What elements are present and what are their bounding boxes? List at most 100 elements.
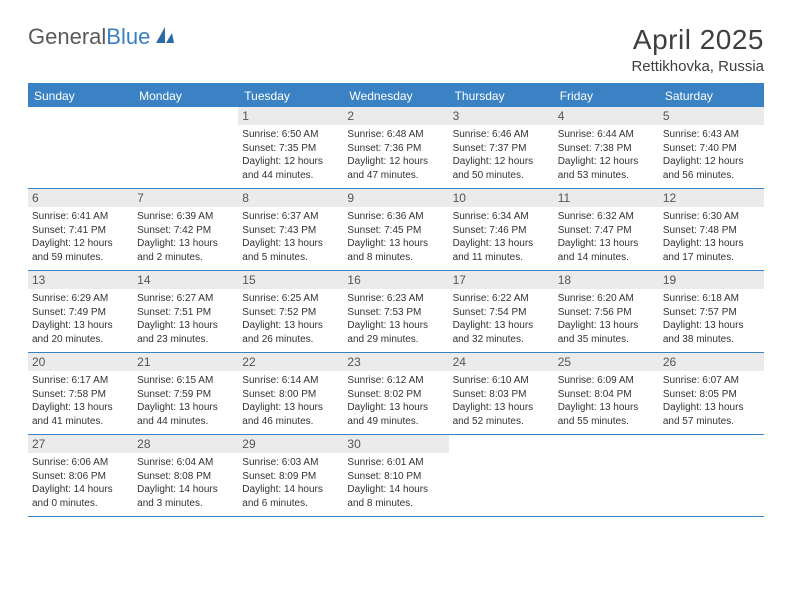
day-number: 5 bbox=[659, 107, 764, 125]
calendar: Sunday Monday Tuesday Wednesday Thursday… bbox=[28, 83, 764, 517]
day-number: 20 bbox=[28, 353, 133, 371]
sunset-line: Sunset: 7:37 PM bbox=[453, 142, 550, 156]
day-cell: 19Sunrise: 6:18 AMSunset: 7:57 PMDayligh… bbox=[659, 271, 764, 352]
day-cell: 8 Sunrise: 6:37 AMSunset: 7:43 PMDaylight… bbox=[238, 189, 343, 270]
day-info: Sunrise: 6:07 AMSunset: 8:05 PMDaylight:… bbox=[663, 374, 760, 428]
daylight-line: Daylight: 13 hours and 5 minutes. bbox=[242, 237, 339, 264]
sunset-line: Sunset: 8:09 PM bbox=[242, 470, 339, 484]
weekday-header: Friday bbox=[554, 85, 659, 107]
day-cell-empty bbox=[133, 107, 238, 188]
day-cell: 1Sunrise: 6:50 AMSunset: 7:35 PMDaylight… bbox=[238, 107, 343, 188]
day-info: Sunrise: 6:34 AMSunset: 7:46 PMDaylight:… bbox=[453, 210, 550, 264]
sunset-line: Sunset: 7:40 PM bbox=[663, 142, 760, 156]
day-cell: 25Sunrise: 6:09 AMSunset: 8:04 PMDayligh… bbox=[554, 353, 659, 434]
day-cell: 12Sunrise: 6:30 AMSunset: 7:48 PMDayligh… bbox=[659, 189, 764, 270]
sunrise-line: Sunrise: 6:03 AM bbox=[242, 456, 339, 470]
sunrise-line: Sunrise: 6:20 AM bbox=[558, 292, 655, 306]
daylight-line: Daylight: 12 hours and 53 minutes. bbox=[558, 155, 655, 182]
day-cell: 3Sunrise: 6:46 AMSunset: 7:37 PMDaylight… bbox=[449, 107, 554, 188]
day-number: 16 bbox=[343, 271, 448, 289]
day-cell: 17Sunrise: 6:22 AMSunset: 7:54 PMDayligh… bbox=[449, 271, 554, 352]
day-number: 2 bbox=[343, 107, 448, 125]
day-number: 27 bbox=[28, 435, 133, 453]
day-cell: 27Sunrise: 6:06 AMSunset: 8:06 PMDayligh… bbox=[28, 435, 133, 516]
day-cell: 6 Sunrise: 6:41 AMSunset: 7:41 PMDaylight… bbox=[28, 189, 133, 270]
day-cell: 30Sunrise: 6:01 AMSunset: 8:10 PMDayligh… bbox=[343, 435, 448, 516]
header: GeneralBlue April 2025 Rettikhovka, Russ… bbox=[28, 24, 764, 75]
day-cell: 9Sunrise: 6:36 AMSunset: 7:45 PMDaylight… bbox=[343, 189, 448, 270]
day-info: Sunrise: 6:36 AMSunset: 7:45 PMDaylight:… bbox=[347, 210, 444, 264]
sunrise-line: Sunrise: 6:41 AM bbox=[32, 210, 129, 224]
daylight-line: Daylight: 13 hours and 46 minutes. bbox=[242, 401, 339, 428]
week-row: 13Sunrise: 6:29 AMSunset: 7:49 PMDayligh… bbox=[28, 271, 764, 353]
week-row: 1Sunrise: 6:50 AMSunset: 7:35 PMDaylight… bbox=[28, 107, 764, 189]
sunset-line: Sunset: 7:38 PM bbox=[558, 142, 655, 156]
sunrise-line: Sunrise: 6:22 AM bbox=[453, 292, 550, 306]
day-info: Sunrise: 6:37 AMSunset: 7:43 PMDaylight:… bbox=[242, 210, 339, 264]
sunrise-line: Sunrise: 6:30 AM bbox=[663, 210, 760, 224]
day-info: Sunrise: 6:09 AMSunset: 8:04 PMDaylight:… bbox=[558, 374, 655, 428]
daylight-line: Daylight: 12 hours and 59 minutes. bbox=[32, 237, 129, 264]
daylight-line: Daylight: 13 hours and 8 minutes. bbox=[347, 237, 444, 264]
daylight-line: Daylight: 12 hours and 47 minutes. bbox=[347, 155, 444, 182]
brand-name: GeneralBlue bbox=[28, 24, 150, 50]
day-number: 18 bbox=[554, 271, 659, 289]
day-cell: 7Sunrise: 6:39 AMSunset: 7:42 PMDaylight… bbox=[133, 189, 238, 270]
sunrise-line: Sunrise: 6:46 AM bbox=[453, 128, 550, 142]
daylight-line: Daylight: 13 hours and 20 minutes. bbox=[32, 319, 129, 346]
daylight-line: Daylight: 13 hours and 57 minutes. bbox=[663, 401, 760, 428]
sunset-line: Sunset: 7:53 PM bbox=[347, 306, 444, 320]
sunset-line: Sunset: 7:56 PM bbox=[558, 306, 655, 320]
day-info: Sunrise: 6:41 AMSunset: 7:41 PMDaylight:… bbox=[32, 210, 129, 264]
day-cell: 20Sunrise: 6:17 AMSunset: 7:58 PMDayligh… bbox=[28, 353, 133, 434]
sunrise-line: Sunrise: 6:18 AM bbox=[663, 292, 760, 306]
page: GeneralBlue April 2025 Rettikhovka, Russ… bbox=[0, 0, 792, 517]
sunrise-line: Sunrise: 6:43 AM bbox=[663, 128, 760, 142]
daylight-line: Daylight: 14 hours and 6 minutes. bbox=[242, 483, 339, 510]
sunrise-line: Sunrise: 6:04 AM bbox=[137, 456, 234, 470]
day-number: 19 bbox=[659, 271, 764, 289]
sunrise-line: Sunrise: 6:23 AM bbox=[347, 292, 444, 306]
day-info: Sunrise: 6:25 AMSunset: 7:52 PMDaylight:… bbox=[242, 292, 339, 346]
daylight-line: Daylight: 13 hours and 55 minutes. bbox=[558, 401, 655, 428]
week-row: 20Sunrise: 6:17 AMSunset: 7:58 PMDayligh… bbox=[28, 353, 764, 435]
sunrise-line: Sunrise: 6:48 AM bbox=[347, 128, 444, 142]
sunset-line: Sunset: 7:42 PM bbox=[137, 224, 234, 238]
sunset-line: Sunset: 7:47 PM bbox=[558, 224, 655, 238]
sunset-line: Sunset: 7:51 PM bbox=[137, 306, 234, 320]
day-info: Sunrise: 6:32 AMSunset: 7:47 PMDaylight:… bbox=[558, 210, 655, 264]
day-cell: 10 Sunrise: 6:34 AMSunset: 7:46 PMDayligh… bbox=[449, 189, 554, 270]
day-info: Sunrise: 6:46 AMSunset: 7:37 PMDaylight:… bbox=[453, 128, 550, 182]
sunrise-line: Sunrise: 6:25 AM bbox=[242, 292, 339, 306]
day-number: 30 bbox=[343, 435, 448, 453]
day-info: Sunrise: 6:23 AMSunset: 7:53 PMDaylight:… bbox=[347, 292, 444, 346]
sunset-line: Sunset: 8:10 PM bbox=[347, 470, 444, 484]
day-cell: 29Sunrise: 6:03 AMSunset: 8:09 PMDayligh… bbox=[238, 435, 343, 516]
brand-sail-icon bbox=[154, 25, 176, 50]
weekday-header: Wednesday bbox=[343, 85, 448, 107]
day-number: 24 bbox=[449, 353, 554, 371]
day-cell: 21Sunrise: 6:15 AMSunset: 7:59 PMDayligh… bbox=[133, 353, 238, 434]
sunrise-line: Sunrise: 6:10 AM bbox=[453, 374, 550, 388]
day-info: Sunrise: 6:14 AMSunset: 8:00 PMDaylight:… bbox=[242, 374, 339, 428]
brand-logo: GeneralBlue bbox=[28, 24, 176, 50]
daylight-line: Daylight: 13 hours and 52 minutes. bbox=[453, 401, 550, 428]
day-number: 6 bbox=[28, 189, 133, 207]
daylight-line: Daylight: 12 hours and 50 minutes. bbox=[453, 155, 550, 182]
day-info: Sunrise: 6:27 AMSunset: 7:51 PMDaylight:… bbox=[137, 292, 234, 346]
day-number: 23 bbox=[343, 353, 448, 371]
sunset-line: Sunset: 8:06 PM bbox=[32, 470, 129, 484]
sunset-line: Sunset: 7:52 PM bbox=[242, 306, 339, 320]
sunset-line: Sunset: 7:58 PM bbox=[32, 388, 129, 402]
day-cell: 5Sunrise: 6:43 AMSunset: 7:40 PMDaylight… bbox=[659, 107, 764, 188]
day-number: 10 bbox=[449, 189, 554, 207]
day-cell: 22Sunrise: 6:14 AMSunset: 8:00 PMDayligh… bbox=[238, 353, 343, 434]
daylight-line: Daylight: 13 hours and 17 minutes. bbox=[663, 237, 760, 264]
day-number: 8 bbox=[238, 189, 343, 207]
brand-name-part2: Blue bbox=[106, 24, 150, 49]
sunrise-line: Sunrise: 6:06 AM bbox=[32, 456, 129, 470]
week-row: 27 Sunrise: 6:06 AMSunset: 8:06 PM Dayligh… bbox=[28, 435, 764, 517]
day-number: 17 bbox=[449, 271, 554, 289]
day-number: 28 bbox=[133, 435, 238, 453]
daylight-line: Daylight: 13 hours and 49 minutes. bbox=[347, 401, 444, 428]
